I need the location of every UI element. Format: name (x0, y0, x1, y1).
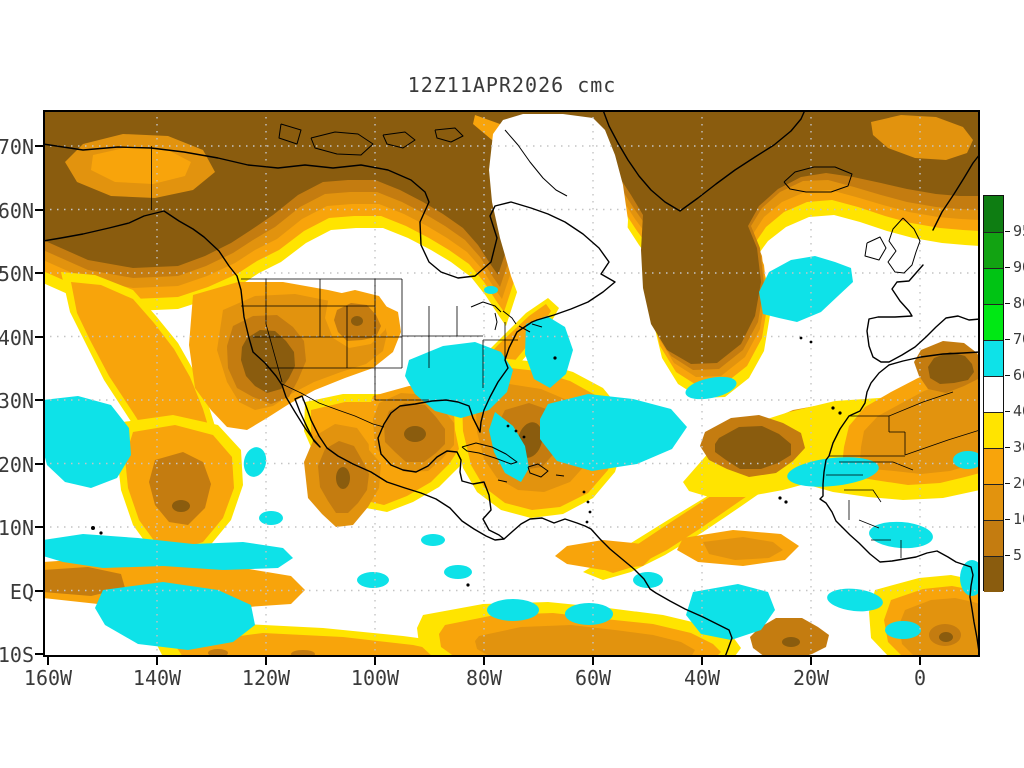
lon-tick (374, 657, 376, 665)
lon-tick (483, 657, 485, 665)
lat-tick-label: 50N (0, 262, 34, 286)
lon-tick-label: 100W (350, 666, 400, 690)
lat-tick (35, 462, 43, 465)
colorbar-value-label: 10 (1013, 510, 1024, 528)
colorbar-segment (984, 520, 1003, 556)
colorbar-value-label: 80 (1013, 294, 1024, 312)
political-borders (151, 146, 980, 558)
colorbar-segment (984, 268, 1003, 304)
map-frame (43, 110, 980, 657)
lon-tick (592, 657, 594, 665)
lon-tick-label: 140W (132, 666, 182, 690)
colorbar-segment (984, 556, 1003, 592)
colorbar-value-label: 20 (1013, 474, 1024, 492)
colorbar-value-label: 90 (1013, 258, 1024, 276)
lat-tick (35, 145, 43, 147)
lon-tick (919, 657, 921, 665)
lon-tick (47, 657, 49, 665)
lat-tick (35, 399, 43, 401)
colorbar-segment (984, 484, 1003, 520)
lat-tick-label: 40N (0, 325, 34, 350)
lon-tick (265, 657, 267, 665)
colorbar-value-label: 70 (1013, 330, 1024, 348)
lat-tick-label: EQ (9, 579, 34, 604)
colorbar-tick (1005, 303, 1010, 304)
colorbar-value-label: 30 (1013, 438, 1024, 456)
island-specks (91, 336, 842, 587)
lon-tick-label: 0 (913, 666, 927, 690)
lon-tick (156, 657, 158, 665)
colorbar-value-label: 40 (1013, 402, 1024, 420)
colorbar-tick (1005, 555, 1010, 556)
colorbar-segment (984, 412, 1003, 448)
coastlines (43, 110, 980, 657)
colorbar-segment (984, 376, 1003, 412)
lat-tick-label: 10N (0, 516, 34, 540)
lat-tick (35, 589, 43, 592)
colorbar-value-label: 60 (1013, 366, 1024, 384)
humidity-colorbar (983, 195, 1004, 592)
colorbar-segment (984, 448, 1003, 484)
colorbar-tick (1005, 231, 1010, 232)
colorbar-tick (1005, 339, 1010, 340)
lon-tick-label: 60W (574, 666, 612, 690)
lon-tick-label: 80W (465, 666, 503, 690)
lat-tick-label: 30N (0, 389, 34, 413)
colorbar-value-label: 95 (1013, 222, 1024, 240)
colorbar-segment (984, 340, 1003, 376)
lat-tick (35, 272, 43, 274)
lon-tick (810, 657, 812, 665)
lat-tick (35, 208, 43, 211)
lat-tick (35, 526, 43, 528)
colorbar-value-label: 5 (1013, 546, 1023, 564)
lon-tick-label: 40W (683, 666, 721, 690)
humidity-map-svg (43, 110, 980, 657)
lat-tick (35, 653, 43, 655)
colorbar-tick (1005, 483, 1010, 484)
lat-tick-label: 20N (0, 452, 34, 477)
title-init-model: 12Z11APR2026 cmc (407, 73, 617, 97)
colorbar-segment (984, 232, 1003, 268)
colorbar-tick (1005, 411, 1010, 412)
lon-tick-label: 20W (792, 666, 830, 690)
map-plot-area (43, 110, 980, 657)
lon-tick (701, 657, 703, 665)
colorbar-tick (1005, 447, 1010, 448)
lon-tick-label: 120W (241, 666, 291, 690)
colorbar-segment (984, 304, 1003, 340)
cyan-moist-regions (43, 256, 980, 650)
colorbar-tick (1005, 519, 1010, 520)
lat-tick-label: 70N (0, 135, 34, 159)
lat-tick-label: 60N (0, 198, 34, 223)
lat-tick (35, 335, 43, 338)
colorbar-tick (1005, 267, 1010, 268)
lat-tick-label: 10S (0, 643, 34, 667)
colorbar-segment (984, 196, 1003, 232)
lon-tick-label: 160W (23, 666, 73, 690)
colorbar-tick (1005, 375, 1010, 376)
